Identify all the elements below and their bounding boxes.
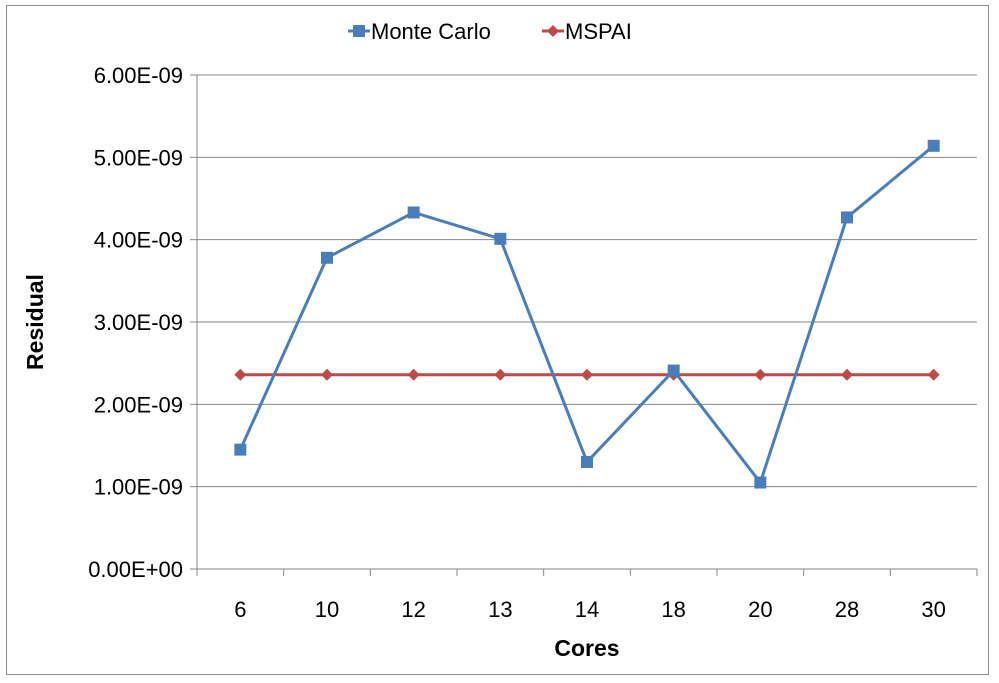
x-tick-label: 12 (401, 597, 425, 622)
data-point (234, 368, 247, 381)
gridlines (197, 74, 977, 488)
x-tick-label: 18 (661, 597, 685, 622)
series-layer (234, 139, 940, 489)
y-tick-label: 3.00E-09 (94, 310, 183, 335)
data-point (581, 455, 593, 468)
legend: Monte Carlo MSPAI (348, 19, 632, 44)
y-tick-label: 5.00E-09 (94, 145, 183, 170)
data-point (494, 368, 507, 381)
legend-marker (547, 25, 559, 37)
y-tick-label: 0.00E+00 (88, 557, 183, 582)
data-point (667, 364, 680, 377)
data-point (841, 211, 853, 224)
x-tick-label: 13 (488, 597, 512, 622)
y-tick-label: 6.00E-09 (94, 63, 183, 88)
y-tick-label: 2.00E-09 (94, 392, 183, 417)
x-axis-ticks: 6 10 12 13 14 18 20 28 30 (196, 569, 978, 622)
y-axis-title: Residual (22, 274, 48, 370)
data-point (581, 368, 593, 381)
chart-frame (6, 5, 989, 675)
data-point (494, 232, 507, 245)
data-point (927, 139, 940, 152)
x-tick-label: 28 (835, 597, 859, 622)
series-line (238, 144, 935, 485)
y-tick-label: 1.00E-09 (94, 475, 183, 500)
data-point (234, 443, 247, 456)
data-point (321, 251, 333, 264)
y-tick-label: 4.00E-09 (94, 228, 183, 253)
x-tick-label: 14 (575, 597, 599, 622)
x-tick-label: 20 (748, 597, 772, 622)
x-axis-title: Cores (554, 635, 619, 661)
legend-marker (353, 25, 365, 37)
x-tick-label: 10 (315, 597, 339, 622)
data-point (321, 368, 333, 381)
data-point (927, 368, 940, 381)
data-point (407, 206, 420, 219)
legend-label: Monte Carlo (371, 19, 491, 44)
y-axis-ticks: 0.00E+00 1.00E-09 2.00E-09 3.00E-09 4.00E-09… (88, 63, 197, 582)
data-point (754, 368, 767, 381)
x-tick-label: 6 (234, 597, 246, 622)
data-point (407, 368, 420, 381)
data-point (841, 368, 853, 381)
x-tick-label: 30 (921, 597, 945, 622)
legend-label: MSPAI (565, 19, 632, 44)
data-point (754, 476, 767, 489)
